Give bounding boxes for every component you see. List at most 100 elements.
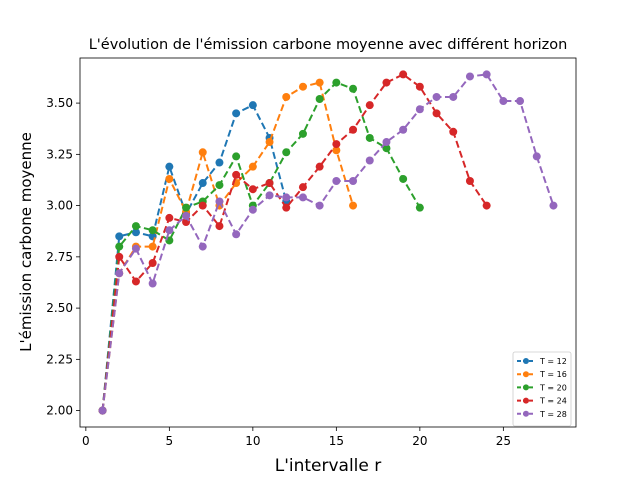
- data-point: [449, 92, 458, 101]
- data-point: [332, 177, 341, 185]
- data-point: [182, 203, 191, 212]
- data-point: [315, 201, 324, 210]
- data-point: [332, 140, 341, 149]
- data-point: [131, 228, 140, 237]
- data-point: [215, 158, 224, 167]
- data-point: [382, 144, 391, 153]
- data-point: [265, 179, 274, 188]
- y-tick-label: 3.50: [46, 96, 73, 110]
- data-point: [232, 230, 241, 239]
- legend-swatch-marker: [523, 358, 529, 364]
- data-point: [499, 97, 508, 106]
- legend-item: T = 16: [517, 370, 567, 379]
- data-point: [148, 226, 157, 235]
- legend-label: T = 24: [539, 397, 567, 406]
- legend-swatch-marker: [523, 410, 529, 417]
- data-point: [399, 125, 408, 134]
- data-point: [198, 179, 207, 188]
- y-tick-label: 3.00: [46, 199, 73, 213]
- data-point: [248, 162, 257, 171]
- data-point: [415, 105, 424, 114]
- data-point: [198, 148, 207, 157]
- plot-frame: [79, 57, 577, 428]
- legend-item: T = 28: [517, 410, 567, 419]
- data-point: [349, 177, 358, 185]
- series-layer: [98, 70, 558, 415]
- legend-label: T = 16: [539, 370, 567, 379]
- data-point: [298, 129, 307, 138]
- y-tick-label: 2.75: [46, 250, 73, 264]
- data-point: [465, 177, 474, 185]
- data-point: [415, 82, 424, 91]
- x-tick-label: 20: [412, 434, 427, 448]
- data-point: [415, 203, 424, 212]
- y-tick-label: 2.25: [46, 352, 73, 366]
- series-line: [101, 73, 488, 411]
- data-point: [349, 84, 358, 93]
- data-point: [315, 78, 324, 87]
- data-point: [215, 181, 224, 190]
- x-tick-label: 10: [245, 434, 260, 448]
- data-point: [349, 201, 358, 210]
- data-point: [465, 72, 474, 81]
- data-point: [131, 222, 140, 231]
- series-line: [101, 73, 555, 411]
- data-point: [282, 203, 291, 212]
- data-point: [248, 205, 257, 214]
- data-point: [165, 226, 174, 235]
- legend-swatch-marker: [523, 384, 529, 391]
- x-tick-label: 0: [82, 434, 90, 448]
- legend-label: T = 20: [539, 383, 567, 392]
- data-point: [182, 211, 191, 220]
- x-tick-label: 15: [329, 434, 344, 448]
- data-point: [332, 78, 341, 87]
- data-point: [482, 70, 491, 79]
- data-point: [131, 277, 140, 286]
- data-point: [315, 162, 324, 171]
- legend-item: T = 24: [517, 397, 567, 406]
- data-point: [382, 138, 391, 147]
- data-point: [131, 244, 140, 253]
- y-tick-label: 3.25: [46, 147, 73, 161]
- data-point: [265, 138, 274, 147]
- data-point: [148, 242, 157, 251]
- data-point: [482, 201, 491, 210]
- data-point: [382, 78, 391, 87]
- legend-box: [512, 351, 572, 427]
- y-tick-label: 2.00: [46, 404, 73, 418]
- data-point: [332, 146, 341, 155]
- data-point: [232, 109, 241, 118]
- data-point: [232, 170, 241, 179]
- data-point: [282, 92, 291, 101]
- data-point: [365, 133, 374, 142]
- data-point: [432, 92, 441, 101]
- chart-title: L'évolution de l'émission carbone moyenn…: [89, 37, 568, 53]
- data-point: [365, 156, 374, 165]
- series-line: [101, 81, 355, 411]
- y-tick-label: 2.50: [46, 301, 73, 315]
- data-point: [265, 191, 274, 200]
- axes-layer: 0 5 10 15 20 25 2.00 2.25 2.50 2.75 3.00 3.25 3.50: [46, 96, 511, 448]
- series-4: [98, 70, 558, 415]
- data-point: [282, 148, 291, 157]
- data-point: [298, 183, 307, 192]
- data-point: [399, 70, 408, 79]
- data-point: [198, 201, 207, 210]
- data-point: [165, 174, 174, 183]
- data-point: [98, 406, 107, 415]
- data-point: [165, 162, 174, 171]
- data-point: [315, 95, 324, 103]
- data-point: [115, 252, 124, 261]
- data-point: [282, 193, 291, 202]
- data-point: [365, 101, 374, 110]
- data-point: [298, 82, 307, 91]
- y-axis-label: L'émission carbone moyenne: [17, 132, 35, 352]
- data-point: [165, 213, 174, 222]
- data-point: [248, 185, 257, 194]
- data-point: [148, 259, 157, 267]
- data-point: [215, 222, 224, 231]
- data-point: [532, 152, 541, 161]
- data-point: [449, 127, 458, 136]
- data-point: [148, 279, 157, 288]
